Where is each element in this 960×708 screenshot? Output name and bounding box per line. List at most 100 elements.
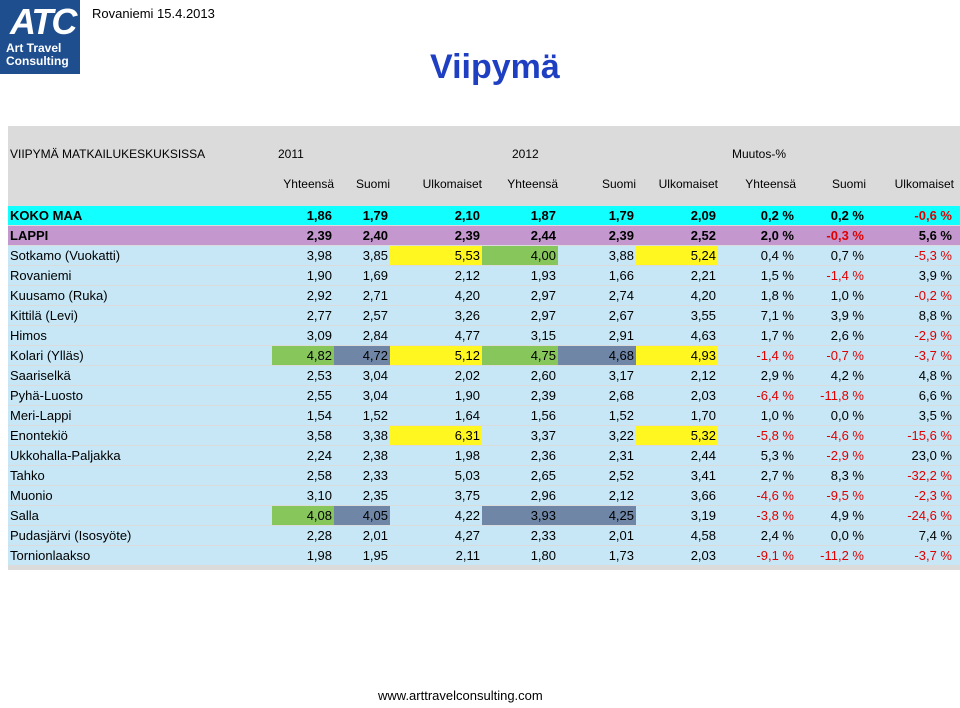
cell-value: 6,6 % bbox=[918, 388, 952, 403]
cell-value: 2,31 bbox=[608, 448, 634, 463]
cell-value: 2,44 bbox=[530, 228, 556, 243]
cell-value: 4,22 bbox=[454, 508, 480, 523]
logo-line-1: Art Travel bbox=[6, 41, 62, 55]
table-cell: 3,15 bbox=[482, 326, 558, 345]
table-cell: 5,6 % bbox=[866, 226, 954, 245]
table-row: Kolari (Ylläs) 4,82 4,72 5,12 4,75 4,68 4,93 -1… bbox=[8, 346, 960, 365]
table-cell: 4,20 bbox=[390, 286, 482, 305]
table-cell: -11,2 % bbox=[796, 546, 866, 565]
table-cell: 1,52 bbox=[334, 406, 390, 425]
cell-value: 1,90 bbox=[454, 388, 480, 403]
cell-value: 8,3 % bbox=[830, 468, 864, 483]
table-cell: 2,4 % bbox=[718, 526, 796, 545]
table-cell: 2,36 bbox=[482, 446, 558, 465]
cell-value: 4,58 bbox=[690, 528, 716, 543]
row-label: Enontekiö bbox=[10, 428, 68, 443]
table-cell: 2,38 bbox=[334, 446, 390, 465]
cell-value: 3,10 bbox=[306, 488, 332, 503]
table-cell: 2,39 bbox=[390, 226, 482, 245]
cell-value: 1,64 bbox=[454, 408, 480, 423]
table-row: Salla 4,08 4,05 4,22 3,93 4,25 3,19 -3,8 % 4,9 %… bbox=[8, 506, 960, 525]
cell-value: 3,55 bbox=[690, 308, 716, 323]
logo-text: Art Travel Consulting bbox=[6, 42, 69, 68]
cell-value: 3,9 % bbox=[918, 268, 952, 283]
table-cell: -4,6 % bbox=[718, 486, 796, 505]
page-title: Viipymä bbox=[430, 48, 560, 86]
column-header: Yhteensä bbox=[745, 177, 796, 191]
date-label: Rovaniemi 15.4.2013 bbox=[92, 6, 215, 21]
cell-value: 2,77 bbox=[306, 308, 332, 323]
cell-value: -2,3 % bbox=[914, 488, 952, 503]
cell-value: 0,2 % bbox=[760, 208, 794, 223]
cell-value: 1,70 bbox=[690, 408, 716, 423]
cell-value: 4,68 bbox=[608, 348, 634, 363]
table-row: Kittilä (Levi) 2,77 2,57 3,26 2,97 2,67 3,55 7,… bbox=[8, 306, 960, 325]
column-header: Yhteensä bbox=[507, 177, 558, 191]
row-label: Salla bbox=[10, 508, 39, 523]
table-cell: -9,1 % bbox=[718, 546, 796, 565]
column-header: Suomi bbox=[831, 177, 866, 191]
table-cell: -32,2 % bbox=[866, 466, 954, 485]
column-header: Yhteensä bbox=[283, 177, 334, 191]
cell-value: 1,52 bbox=[608, 408, 634, 423]
cell-value: 2,96 bbox=[530, 488, 556, 503]
cell-value: 2,40 bbox=[362, 228, 388, 243]
cell-value: 2,4 % bbox=[760, 528, 794, 543]
cell-value: 3,75 bbox=[454, 488, 480, 503]
cell-value: 2,60 bbox=[530, 368, 556, 383]
cell-value: -5,8 % bbox=[756, 428, 794, 443]
table-cell: -24,6 % bbox=[866, 506, 954, 525]
table-cell: -4,6 % bbox=[796, 426, 866, 445]
table-header-columns: Yhteensä Suomi Ulkomaiset Yhteensä Suomi Ulko… bbox=[8, 173, 960, 193]
cell-value: 1,98 bbox=[454, 448, 480, 463]
table-cell: 5,53 bbox=[390, 246, 482, 265]
table-cell: 3,09 bbox=[272, 326, 334, 345]
cell-value: 2,71 bbox=[362, 288, 388, 303]
row-label: Tornionlaakso bbox=[10, 548, 91, 563]
cell-value: -9,1 % bbox=[756, 548, 794, 563]
table-cell: 2,6 % bbox=[796, 326, 866, 345]
cell-value: 23,0 % bbox=[911, 448, 952, 463]
table-cell: 2,33 bbox=[482, 526, 558, 545]
table-cell: 0,0 % bbox=[796, 406, 866, 425]
table-cell: 2,7 % bbox=[718, 466, 796, 485]
cell-value: 3,88 bbox=[608, 248, 634, 263]
cell-value: 0,0 % bbox=[830, 408, 864, 423]
table-cell: 4,77 bbox=[390, 326, 482, 345]
table-cell: -3,8 % bbox=[718, 506, 796, 525]
cell-value: -11,8 % bbox=[820, 388, 864, 403]
table-cell: 2,52 bbox=[636, 226, 718, 245]
logo-line-2: Consulting bbox=[6, 54, 69, 68]
cell-value: 3,17 bbox=[608, 368, 634, 383]
cell-value: 2,12 bbox=[690, 368, 716, 383]
table-cell: 8,8 % bbox=[866, 306, 954, 325]
table-row: LAPPI 2,39 2,40 2,39 2,44 2,39 2,52 2,0 % -0,3 %… bbox=[8, 226, 960, 245]
table-cell: 2,84 bbox=[334, 326, 390, 345]
cell-value: 2,7 % bbox=[760, 468, 794, 483]
table-row: Muonio 3,10 2,35 3,75 2,96 2,12 3,66 -4,6 % -9,5… bbox=[8, 486, 960, 505]
cell-value: 1,0 % bbox=[830, 288, 864, 303]
table-cell: 3,22 bbox=[558, 426, 636, 445]
group-2012: 2012 bbox=[512, 147, 539, 161]
data-table: VIIPYMÄ MATKAILUKESKUKSISSA 2011 2012 Mu… bbox=[8, 126, 960, 570]
cell-value: -2,9 % bbox=[826, 448, 864, 463]
table-cell: 3,9 % bbox=[866, 266, 954, 285]
cell-value: -3,7 % bbox=[914, 548, 952, 563]
cell-value: 2,97 bbox=[530, 308, 556, 323]
footer-url: www.arttravelconsulting.com bbox=[378, 688, 543, 703]
cell-value: 4,93 bbox=[690, 348, 716, 363]
table-cell: -11,8 % bbox=[796, 386, 866, 405]
cell-value: 1,7 % bbox=[760, 328, 794, 343]
table-cell: 3,04 bbox=[334, 366, 390, 385]
table-cell: 1,79 bbox=[558, 206, 636, 225]
table-cell: 4,68 bbox=[558, 346, 636, 365]
cell-value: 1,66 bbox=[608, 268, 634, 283]
column-header: Suomi bbox=[601, 177, 636, 191]
table-cell: 2,21 bbox=[636, 266, 718, 285]
cell-value: -24,6 % bbox=[907, 508, 952, 523]
cell-value: 0,0 % bbox=[830, 528, 864, 543]
table-cell: 3,85 bbox=[334, 246, 390, 265]
table-cell: 2,09 bbox=[636, 206, 718, 225]
table-row: Tahko 2,58 2,33 5,03 2,65 2,52 3,41 2,7 % 8,3 % -… bbox=[8, 466, 960, 485]
cell-value: -9,5 % bbox=[826, 488, 864, 503]
